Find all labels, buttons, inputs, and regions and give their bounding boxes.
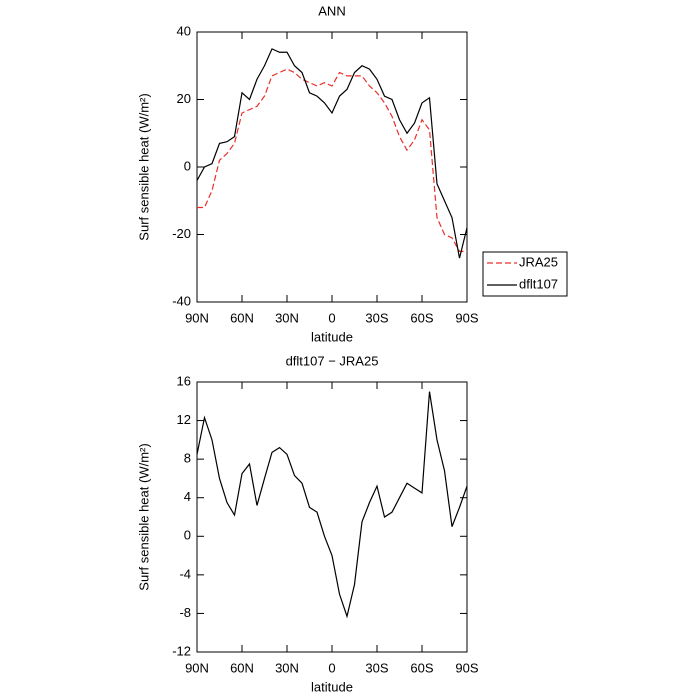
legend-label: dflt107 (519, 276, 558, 291)
chart-title: ANN (318, 3, 345, 18)
x-tick-label: 60S (410, 310, 433, 325)
data-line (196, 391, 468, 619)
chart-title: dflt107 − JRA25 (286, 353, 379, 368)
x-tick-label: 30S (365, 310, 388, 325)
y-tick-label: 8 (184, 451, 191, 466)
x-tick-label: 30N (275, 660, 299, 675)
x-tick-label: 90N (185, 660, 209, 675)
x-axis-label: latitude (311, 329, 353, 344)
y-tick-label: 20 (177, 91, 191, 106)
x-tick-label: 30N (275, 310, 299, 325)
x-tick-label: 90N (185, 310, 209, 325)
y-tick-label: 40 (177, 23, 191, 38)
y-tick-label: -4 (179, 566, 191, 581)
y-tick-label: -12 (172, 643, 191, 658)
data-line (197, 68, 467, 252)
y-tick-label: 12 (177, 412, 191, 427)
x-tick-label: 90S (455, 310, 478, 325)
legend-box (482, 251, 568, 297)
y-tick-label: -8 (179, 605, 191, 620)
x-tick-label: 60S (410, 660, 433, 675)
y-tick-label: -40 (172, 293, 191, 308)
y-tick-label: 0 (184, 528, 191, 543)
x-axis-label: latitude (311, 679, 353, 694)
y-tick-label: 4 (184, 489, 191, 504)
y-tick-label: 0 (184, 158, 191, 173)
plot-frame (196, 31, 468, 303)
y-axis-label: Surf sensible heat (W/m²) (136, 443, 151, 590)
x-tick-label: 60N (230, 310, 254, 325)
y-tick-label: -20 (172, 226, 191, 241)
legend-label: JRA25 (519, 254, 558, 269)
x-tick-label: 60N (230, 660, 254, 675)
x-tick-label: 0 (328, 660, 335, 675)
x-tick-label: 30S (365, 660, 388, 675)
x-tick-label: 90S (455, 660, 478, 675)
data-line (196, 48, 468, 259)
y-axis-label: Surf sensible heat (W/m²) (136, 93, 151, 240)
y-tick-label: 16 (177, 373, 191, 388)
plot-frame (196, 381, 468, 653)
legend: JRA25 dflt107 (482, 251, 568, 297)
x-tick-label: 0 (328, 310, 335, 325)
